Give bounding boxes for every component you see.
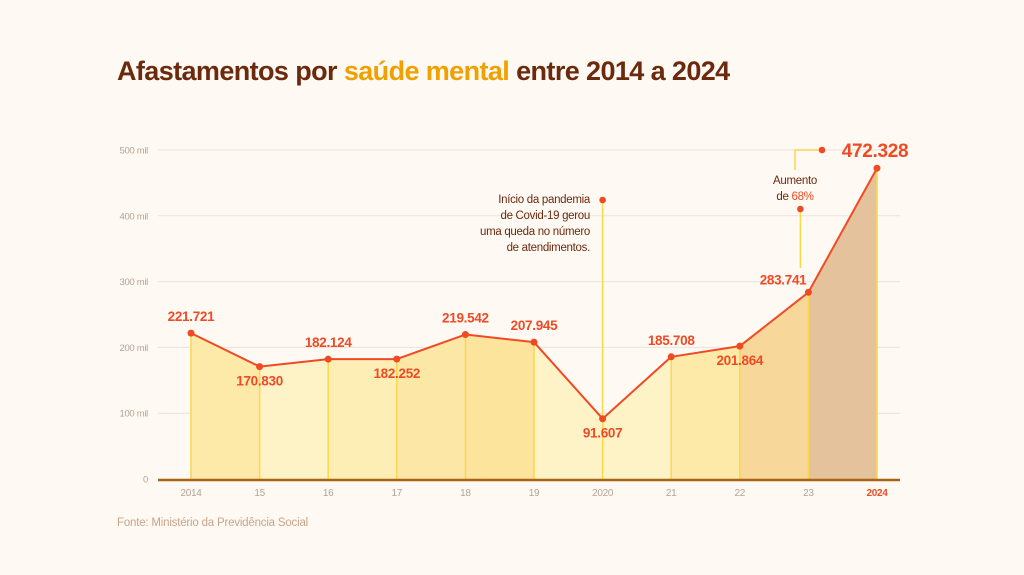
x-tick-label: 2020	[592, 488, 614, 499]
title-suffix: entre 2014 a 2024	[509, 56, 730, 86]
value-label: 207.945	[511, 318, 558, 333]
data-points	[187, 164, 881, 423]
title-prefix: Afastamentos por	[117, 56, 344, 86]
annotation-increase-dot	[797, 205, 804, 213]
annotation-lines	[599, 146, 826, 419]
value-label: 219.542	[442, 311, 489, 326]
value-label: 170.830	[236, 374, 283, 389]
x-tick-label: 22	[735, 488, 746, 499]
chart-title: Afastamentos por saúde mental entre 2014…	[117, 56, 730, 87]
y-tick-label: 100 mil	[119, 409, 148, 420]
value-label: 221.721	[168, 309, 215, 324]
annotation-covid-dot	[599, 196, 606, 204]
annotation-covid-line-2: de Covid-19 gerou	[500, 210, 590, 222]
y-tick-label: 300 mil	[119, 277, 148, 288]
vertical-guides	[190, 168, 878, 479]
annotation-increase: Aumento de 68%	[773, 175, 817, 203]
data-point	[804, 288, 812, 296]
annotation-covid-line-3: uma queda no número	[480, 226, 590, 238]
data-point	[324, 355, 332, 363]
data-point	[256, 363, 264, 371]
area-segment	[328, 359, 397, 479]
value-label: 185.708	[648, 333, 695, 348]
value-label: 472.328	[842, 141, 909, 162]
y-tick-label: 200 mil	[119, 343, 148, 354]
area-segment	[602, 356, 672, 479]
area-segments	[191, 168, 877, 479]
value-labels: 221.721 170.830 182.124 182.252 219.542 207.9…	[168, 141, 909, 441]
x-tick-label: 17	[392, 488, 403, 499]
data-point	[393, 355, 401, 363]
x-axis-labels: 2014 15 16 17 18 19 2020 21 22 23 2024	[180, 488, 888, 499]
x-tick-label: 18	[460, 488, 471, 499]
data-point	[187, 329, 195, 337]
value-label: 201.864	[716, 353, 763, 368]
area-segment	[671, 346, 740, 479]
data-point	[599, 415, 607, 423]
data-point	[461, 331, 469, 339]
x-tick-label: 16	[323, 488, 334, 499]
area-segment	[396, 334, 466, 479]
annotation-increase-prefix: de	[776, 191, 791, 203]
x-tick-label: 19	[529, 488, 540, 499]
area-segment	[739, 292, 809, 479]
annotation-increase-line-1: Aumento	[773, 175, 817, 187]
area-segment	[534, 342, 603, 479]
annotation-increase-line-2: de 68%	[776, 191, 813, 203]
area-segment	[191, 333, 260, 479]
value-label: 182.124	[305, 335, 352, 350]
area-segment	[465, 334, 534, 479]
y-tick-label: 500 mil	[119, 146, 148, 157]
y-axis-labels: 0 100 mil 200 mil 300 mil 400 mil 500 mil	[119, 146, 148, 486]
x-tick-label: 2024	[866, 488, 888, 499]
area-segment	[808, 168, 877, 479]
data-point	[736, 342, 744, 350]
value-label: 91.607	[583, 426, 623, 441]
annotation-max-leader	[794, 149, 822, 170]
y-tick-label: 0	[143, 475, 148, 486]
annotation-covid: Início da pandemia de Covid-19 gerou uma…	[480, 194, 591, 254]
source-note: Fonte: Ministério da Previdência Social	[117, 517, 308, 529]
x-tick-label: 15	[254, 488, 265, 499]
annotation-increase-value: 68%	[791, 191, 813, 203]
annotation-covid-line-4: de atendimentos.	[507, 242, 591, 254]
y-tick-label: 400 mil	[119, 211, 148, 222]
title-highlight: saúde mental	[343, 56, 510, 86]
area-segment	[259, 359, 329, 479]
annotation-max-dot	[818, 146, 826, 154]
x-tick-label: 21	[666, 488, 677, 499]
x-tick-label: 2014	[180, 488, 202, 499]
value-label: 182.252	[373, 366, 420, 381]
x-tick-label: 23	[803, 488, 814, 499]
value-label: 283.741	[760, 272, 807, 287]
data-point	[667, 353, 675, 361]
data-point	[530, 338, 538, 346]
annotation-covid-line-1: Início da pandemia	[498, 194, 591, 206]
data-point	[873, 164, 881, 172]
